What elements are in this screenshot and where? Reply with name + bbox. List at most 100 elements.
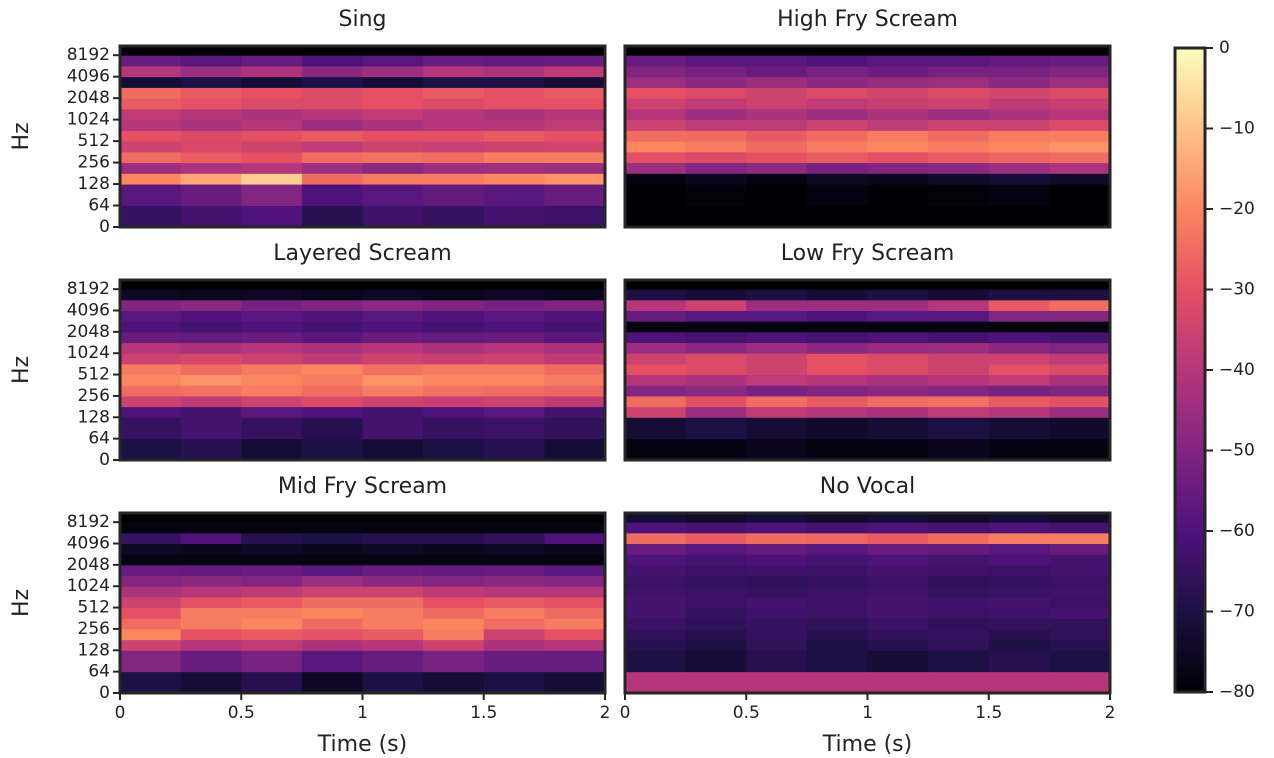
spectrogram-cell [988, 151, 1050, 164]
spectrogram-cell [241, 289, 303, 301]
spectrogram-cell [301, 406, 363, 418]
spectrogram-cell [362, 46, 424, 56]
spectrogram-cell [241, 184, 303, 207]
spectrogram-cell [806, 321, 868, 333]
spectrogram-cell [544, 374, 606, 386]
spectrogram-cell [483, 205, 545, 228]
spectrogram-cell [988, 596, 1050, 609]
y-axis-label: Hz [9, 122, 34, 150]
spectrogram-cell [241, 205, 303, 228]
spectrogram-cell [746, 173, 808, 185]
spectrogram-cell [241, 639, 303, 651]
spectrogram-cell [423, 98, 485, 110]
spectrogram-cell [685, 299, 747, 312]
spectrogram-cell [180, 353, 242, 365]
spectrogram-cell [806, 130, 868, 142]
spectrogram-cell [928, 46, 990, 56]
spectrogram-cell [746, 108, 808, 121]
spectrogram-cell [867, 554, 929, 566]
spectrogram-cell [1049, 575, 1111, 587]
spectrogram-cell [120, 108, 182, 121]
spectrogram-cell [1049, 671, 1111, 694]
spectrogram-cell [625, 353, 687, 365]
spectrogram-cell [362, 310, 424, 322]
spectrogram-cell [483, 564, 545, 577]
spectrogram-cell [867, 87, 929, 99]
spectrogram-cell [806, 618, 868, 630]
x-tick-label: 0.5 [228, 703, 255, 723]
spectrogram-cell [301, 522, 363, 534]
spectrogram-cell [625, 395, 687, 408]
spectrogram-cell [301, 363, 363, 376]
spectrogram-cell [625, 543, 687, 555]
spectrogram-cell [180, 162, 242, 174]
spectrogram-cell [120, 280, 182, 290]
spectrogram-cell [180, 374, 242, 386]
spectrogram-cell [988, 417, 1050, 440]
spectrogram-cell [362, 141, 424, 153]
spectrogram-cell [746, 151, 808, 164]
spectrogram-cell [1049, 586, 1111, 598]
spectrogram-cell [483, 395, 545, 408]
spectrogram-cell [625, 141, 687, 153]
spectrogram-cell [806, 513, 868, 523]
spectrogram-cell [423, 363, 485, 376]
spectrogram-cell [806, 205, 868, 228]
spectrogram-cell [685, 46, 747, 56]
spectrogram-cell [241, 374, 303, 386]
spectrogram-cell [928, 671, 990, 694]
spectrogram-cell [483, 173, 545, 185]
spectrogram-cell [867, 532, 929, 545]
spectrogram-cell [625, 65, 687, 78]
plot-frame [118, 44, 607, 229]
y-tick-label: 4096 [67, 301, 110, 321]
spectrogram-cell [544, 586, 606, 598]
spectrogram-cell [685, 108, 747, 121]
spectrogram-cell [180, 280, 242, 290]
spectrogram-cell [685, 438, 747, 461]
spectrogram-cell [362, 55, 424, 67]
spectrogram-cell [867, 374, 929, 386]
spectrogram-cell [746, 331, 808, 344]
spectrogram-cell [423, 575, 485, 587]
spectrogram-cell [423, 586, 485, 598]
spectrogram-cell [625, 55, 687, 67]
spectrogram-cell [301, 299, 363, 312]
spectrogram-cell [625, 363, 687, 376]
y-tick-label: 128 [78, 407, 110, 427]
spectrogram-cell [988, 554, 1050, 566]
spectrogram-cell [928, 363, 990, 376]
spectrogram-cell [867, 575, 929, 587]
spectrogram-cell [301, 162, 363, 174]
spectrogram-cell [625, 406, 687, 418]
spectrogram-cell [988, 618, 1050, 630]
spectrogram-cell [120, 173, 182, 185]
spectrogram-cell [625, 575, 687, 587]
spectrogram-cell [746, 130, 808, 142]
spectrogram-cell [362, 280, 424, 290]
spectrogram-cell [544, 406, 606, 418]
spectrogram-cell [241, 618, 303, 630]
spectrogram-cell [301, 141, 363, 153]
spectrogram-cell [746, 554, 808, 566]
spectrogram-cell [746, 205, 808, 228]
spectrogram-cell [241, 162, 303, 174]
spectrogram-cell [301, 554, 363, 566]
y-tick-label: 128 [78, 174, 110, 194]
spectrogram-cell [988, 406, 1050, 418]
spectrogram-cell [928, 65, 990, 78]
panel-title: High Fry Scream [777, 7, 958, 32]
spectrogram-cell [180, 151, 242, 164]
spectrogram-cell [928, 76, 990, 88]
spectrogram-cell [544, 353, 606, 365]
spectrogram-cell [746, 98, 808, 110]
spectrogram-cell [241, 98, 303, 110]
spectrogram-cell [988, 438, 1050, 461]
spectrogram-cell [544, 299, 606, 312]
spectrogram-cell [625, 671, 687, 694]
spectrogram-cell [180, 607, 242, 619]
spectrogram-cell [625, 554, 687, 566]
spectrogram-cell [867, 564, 929, 577]
spectrogram-cell [301, 513, 363, 523]
spectrogram-cell [423, 554, 485, 566]
